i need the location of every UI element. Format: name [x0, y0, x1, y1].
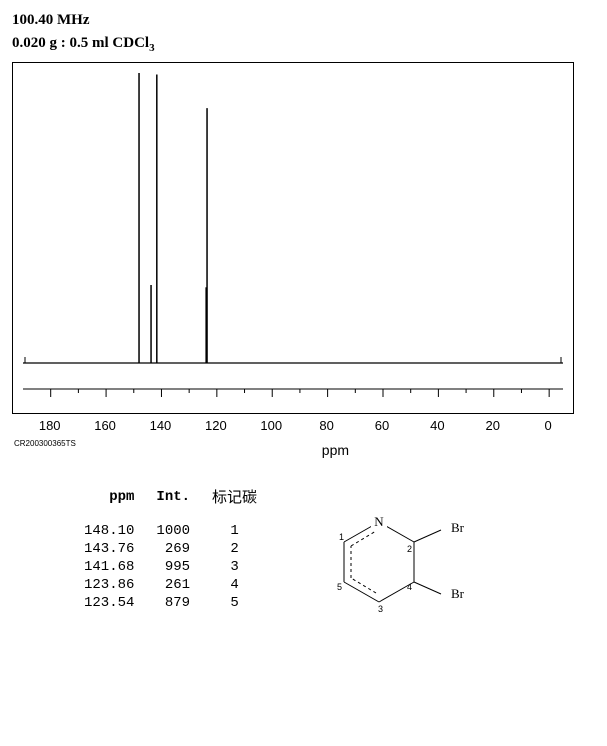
cell-int: 261	[146, 577, 200, 593]
cell-ppm: 141.68	[74, 559, 144, 575]
atom-br-1: Br	[451, 520, 465, 535]
atom-n: N	[374, 514, 384, 529]
cell-label: 1	[202, 523, 267, 539]
cell-ppm: 123.86	[74, 577, 144, 593]
frequency-heading: 100.40 MHz	[12, 12, 595, 29]
sample-heading: 0.020 g : 0.5 ml CDCl3	[12, 35, 595, 54]
pos-label-2: 2	[407, 544, 412, 554]
cell-ppm: 148.10	[74, 523, 144, 539]
table-row: 148.1010001	[74, 523, 267, 539]
peak-table: ppm Int. 标记碳 148.1010001 143.762692 141.68…	[72, 482, 269, 613]
molecule-structure: N Br Br 1 2 3 4 5	[329, 512, 479, 627]
x-tick-label: 0	[545, 418, 552, 433]
cell-label: 2	[202, 541, 267, 557]
pos-label-3: 3	[378, 604, 383, 614]
x-tick-label: 160	[94, 418, 116, 433]
col-header-ppm: ppm	[74, 484, 144, 509]
spectrum-svg	[13, 63, 573, 413]
atom-br-2: Br	[451, 586, 465, 601]
x-axis-tick-labels: 180 160 140 120 100 80 60 40 20 0	[12, 416, 582, 440]
x-tick-label: 60	[375, 418, 389, 433]
pos-label-1: 1	[339, 532, 344, 542]
table-row: 123.548795	[74, 595, 267, 611]
x-tick-label: 80	[319, 418, 333, 433]
pos-label-5: 5	[337, 582, 342, 592]
x-tick-label: 140	[150, 418, 172, 433]
cell-ppm: 123.54	[74, 595, 144, 611]
x-tick-label: 20	[486, 418, 500, 433]
cell-int: 1000	[146, 523, 200, 539]
table-header-row: ppm Int. 标记碳	[74, 484, 267, 509]
cell-label: 5	[202, 595, 267, 611]
x-tick-label: 180	[39, 418, 61, 433]
cell-ppm: 143.76	[74, 541, 144, 557]
x-tick-label: 40	[430, 418, 444, 433]
col-header-label: 标记碳	[202, 484, 267, 509]
cell-int: 269	[146, 541, 200, 557]
x-axis-title: ppm	[76, 442, 595, 458]
table-row: 123.862614	[74, 577, 267, 593]
col-header-int: Int.	[146, 484, 200, 509]
cell-label: 3	[202, 559, 267, 575]
data-section: ppm Int. 标记碳 148.1010001143.762692141.68…	[72, 482, 595, 627]
sample-subscript: 3	[149, 42, 155, 54]
cell-label: 4	[202, 577, 267, 593]
cell-int: 879	[146, 595, 200, 611]
x-tick-label: 100	[260, 418, 282, 433]
x-tick-label: 120	[205, 418, 227, 433]
pos-label-4: 4	[407, 582, 412, 592]
table-row: 141.689953	[74, 559, 267, 575]
nmr-spectrum-plot	[12, 62, 574, 414]
sample-text: 0.020 g : 0.5 ml CDCl	[12, 35, 149, 51]
cell-int: 995	[146, 559, 200, 575]
structure-svg: N Br Br 1 2 3 4 5	[329, 512, 479, 622]
table-row: 143.762692	[74, 541, 267, 557]
